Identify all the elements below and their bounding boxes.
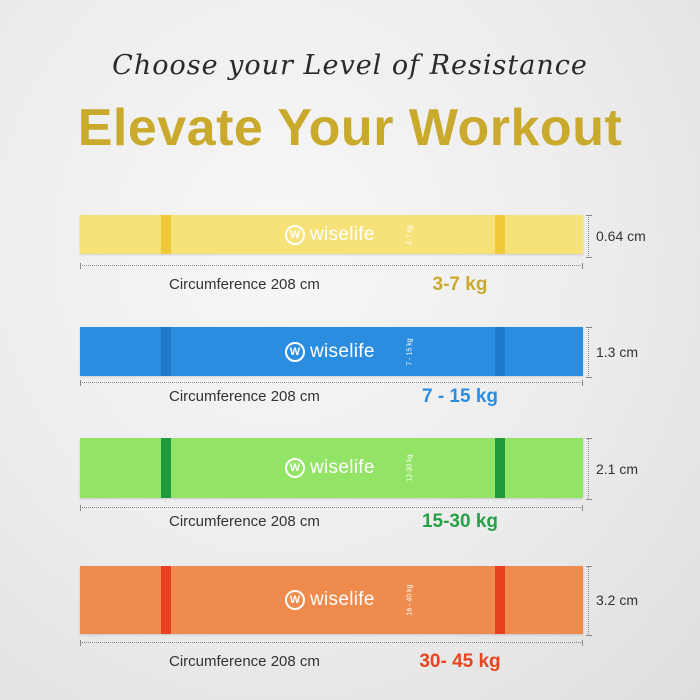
thickness-label: 0.64 cm xyxy=(596,228,646,244)
band-stripe-right xyxy=(495,327,505,376)
wiselife-logo-icon: W xyxy=(285,590,305,610)
length-measure-line xyxy=(80,263,583,269)
band-tag: 12-30 kg xyxy=(406,454,414,482)
band-orange: W wiselife 16 - 40 kg xyxy=(80,566,583,634)
band-tag: 16 - 40 kg xyxy=(406,584,414,616)
brand-logo: W wiselife xyxy=(285,589,375,611)
subtitle: Choose your Level of Resistance xyxy=(112,50,588,81)
brand-logo-text: wiselife xyxy=(310,589,375,610)
band-stripe-left xyxy=(161,438,171,498)
resistance-label: 7 - 15 kg xyxy=(421,386,499,407)
circumference-label: Circumference 208 cm xyxy=(169,513,320,530)
page-title: Elevate Your Workout xyxy=(77,99,623,157)
brand-logo: W wiselife xyxy=(285,457,375,479)
band-stripe-left xyxy=(161,215,171,254)
resistance-label: 3-7 kg xyxy=(432,274,488,295)
brand-logo-text: wiselife xyxy=(310,457,375,478)
band-tag: 7 - 15 kg xyxy=(406,337,414,366)
resistance-label: 30- 45 kg xyxy=(419,651,501,672)
thickness-measure-line xyxy=(586,215,592,258)
band-tag: 4-7 kg xyxy=(406,224,414,245)
band-stripe-left xyxy=(161,327,171,376)
wiselife-logo-icon: W xyxy=(285,458,305,478)
circumference-label: Circumference 208 cm xyxy=(169,276,320,293)
length-measure-line xyxy=(80,640,583,646)
band-green: W wiselife 12-30 kg xyxy=(80,438,583,498)
wiselife-logo-icon: W xyxy=(285,224,305,245)
circumference-label: Circumference 208 cm xyxy=(169,388,320,405)
band-yellow: W wiselife 4-7 kg xyxy=(80,215,583,254)
thickness-measure-line xyxy=(586,327,592,378)
circumference-label: Circumference 208 cm xyxy=(169,653,320,670)
length-measure-line xyxy=(80,505,583,511)
band-stripe-right xyxy=(495,438,505,498)
brand-logo-text: wiselife xyxy=(310,340,375,362)
wiselife-logo-icon: W xyxy=(285,341,305,362)
band-stripe-right xyxy=(495,566,505,634)
brand-logo: W wiselife xyxy=(285,341,375,363)
resistance-label: 15-30 kg xyxy=(421,511,499,532)
band-stripe-right xyxy=(495,215,505,254)
length-measure-line xyxy=(80,380,583,386)
thickness-label: 1.3 cm xyxy=(596,344,639,360)
band-stripe-left xyxy=(161,566,171,634)
thickness-label: 3.2 cm xyxy=(596,592,639,608)
brand-logo-text: wiselife xyxy=(310,223,375,245)
thickness-label: 2.1 cm xyxy=(596,461,639,477)
thickness-measure-line xyxy=(586,438,592,500)
band-blue: W wiselife 7 - 15 kg xyxy=(80,327,583,376)
brand-logo: W wiselife xyxy=(285,224,375,246)
thickness-measure-line xyxy=(586,566,592,636)
